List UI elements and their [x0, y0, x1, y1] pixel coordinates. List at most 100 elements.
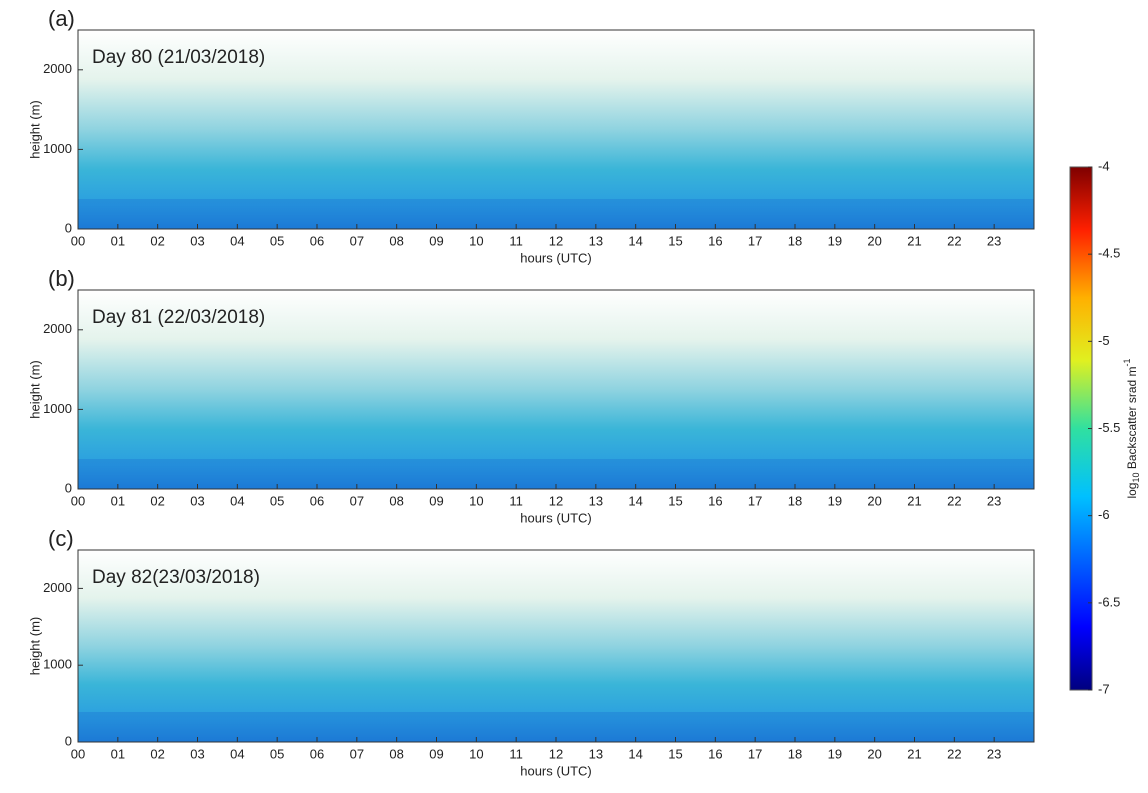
- x-tick-label: 00: [71, 233, 85, 248]
- colorbar-label-rest: Backscatter srad m: [1125, 366, 1139, 472]
- x-tick-label: 07: [350, 746, 364, 761]
- x-tick-label: 09: [429, 493, 443, 508]
- x-tick-label: 10: [469, 746, 483, 761]
- x-tick-label: 14: [628, 493, 642, 508]
- x-tick-label: 05: [270, 233, 284, 248]
- x-tick-label: 21: [907, 233, 921, 248]
- x-tick-label: 09: [429, 746, 443, 761]
- x-tick-label: 17: [748, 746, 762, 761]
- x-tick-label: 03: [190, 233, 204, 248]
- x-tick-label: 10: [469, 493, 483, 508]
- panel-label: (c): [48, 526, 74, 551]
- x-tick-label: 00: [71, 746, 85, 761]
- x-tick-label: 15: [668, 233, 682, 248]
- backscatter-field: [78, 290, 1034, 489]
- x-tick-label: 11: [509, 233, 523, 248]
- x-tick-label: 13: [589, 746, 603, 761]
- x-tick-label: 23: [987, 746, 1001, 761]
- x-tick-label: 17: [748, 233, 762, 248]
- colorbar-label-sub: 10: [1131, 473, 1141, 483]
- x-tick-label: 22: [947, 493, 961, 508]
- x-tick-label: 16: [708, 746, 722, 761]
- colorbar-tick-label: -5.5: [1098, 420, 1120, 435]
- x-tick-label: 12: [549, 233, 563, 248]
- x-axis-label: hours (UTC): [520, 250, 592, 265]
- x-tick-label: 20: [867, 493, 881, 508]
- x-tick-label: 16: [708, 493, 722, 508]
- panel-annotation: Day 81 (22/03/2018): [92, 307, 265, 328]
- x-tick-label: 17: [748, 493, 762, 508]
- colorbar-tick-label: -6.5: [1098, 594, 1120, 609]
- x-tick-label: 06: [310, 233, 324, 248]
- y-axis-label: height (m): [27, 617, 42, 676]
- x-tick-label: 03: [190, 493, 204, 508]
- x-tick-label: 15: [668, 493, 682, 508]
- x-tick-label: 04: [230, 493, 244, 508]
- y-axis-label: height (m): [27, 100, 42, 159]
- x-tick-label: 22: [947, 233, 961, 248]
- x-tick-label: 01: [111, 493, 125, 508]
- x-tick-label: 23: [987, 493, 1001, 508]
- x-axis-label: hours (UTC): [520, 510, 592, 525]
- x-tick-label: 02: [150, 493, 164, 508]
- x-tick-label: 01: [111, 233, 125, 248]
- y-tick-label: 0: [65, 480, 72, 495]
- x-tick-label: 13: [589, 493, 603, 508]
- x-tick-label: 06: [310, 746, 324, 761]
- colorbar-label-sup: -1: [1122, 358, 1132, 366]
- y-tick-label: 1000: [43, 401, 72, 416]
- x-tick-label: 09: [429, 233, 443, 248]
- x-tick-label: 07: [350, 493, 364, 508]
- x-tick-label: 06: [310, 493, 324, 508]
- colorbar-tick-label: -4: [1098, 158, 1110, 173]
- colorbar-tick-label: -5: [1098, 333, 1110, 348]
- backscatter-field: [78, 30, 1034, 229]
- x-tick-label: 07: [350, 233, 364, 248]
- backscatter-field: [78, 550, 1034, 742]
- x-tick-label: 03: [190, 746, 204, 761]
- x-tick-label: 08: [389, 493, 403, 508]
- x-tick-label: 15: [668, 746, 682, 761]
- y-tick-label: 2000: [43, 580, 72, 595]
- panel-annotation: Day 82(23/03/2018): [92, 567, 260, 588]
- x-tick-label: 05: [270, 493, 284, 508]
- y-tick-label: 0: [65, 733, 72, 748]
- x-tick-label: 18: [788, 746, 802, 761]
- x-tick-label: 21: [907, 493, 921, 508]
- x-tick-label: 08: [389, 233, 403, 248]
- x-tick-label: 04: [230, 233, 244, 248]
- x-tick-label: 19: [828, 233, 842, 248]
- x-tick-label: 23: [987, 233, 1001, 248]
- x-tick-label: 14: [628, 233, 642, 248]
- x-tick-label: 13: [589, 233, 603, 248]
- panel-label: (a): [48, 6, 75, 31]
- x-tick-label: 18: [788, 233, 802, 248]
- x-tick-label: 20: [867, 746, 881, 761]
- x-tick-label: 14: [628, 746, 642, 761]
- x-tick-label: 02: [150, 746, 164, 761]
- y-tick-label: 1000: [43, 657, 72, 672]
- x-tick-label: 19: [828, 746, 842, 761]
- y-axis-label: height (m): [27, 360, 42, 419]
- x-tick-label: 00: [71, 493, 85, 508]
- x-tick-label: 02: [150, 233, 164, 248]
- x-tick-label: 19: [828, 493, 842, 508]
- colorbar-tick-label: -7: [1098, 681, 1110, 696]
- colorbar-label: log10 Backscatter srad m-1: [1122, 358, 1141, 498]
- x-axis-label: hours (UTC): [520, 763, 592, 778]
- x-tick-label: 01: [111, 746, 125, 761]
- colorbar-tick-label: -4.5: [1098, 246, 1120, 261]
- x-tick-label: 20: [867, 233, 881, 248]
- x-tick-label: 18: [788, 493, 802, 508]
- colorbar-label-text: log: [1125, 483, 1139, 499]
- x-tick-label: 12: [549, 493, 563, 508]
- y-tick-label: 0: [65, 220, 72, 235]
- y-tick-label: 2000: [43, 321, 72, 336]
- x-tick-label: 11: [509, 746, 523, 761]
- x-tick-label: 04: [230, 746, 244, 761]
- x-tick-label: 08: [389, 746, 403, 761]
- x-tick-label: 21: [907, 746, 921, 761]
- x-tick-label: 10: [469, 233, 483, 248]
- x-tick-label: 22: [947, 746, 961, 761]
